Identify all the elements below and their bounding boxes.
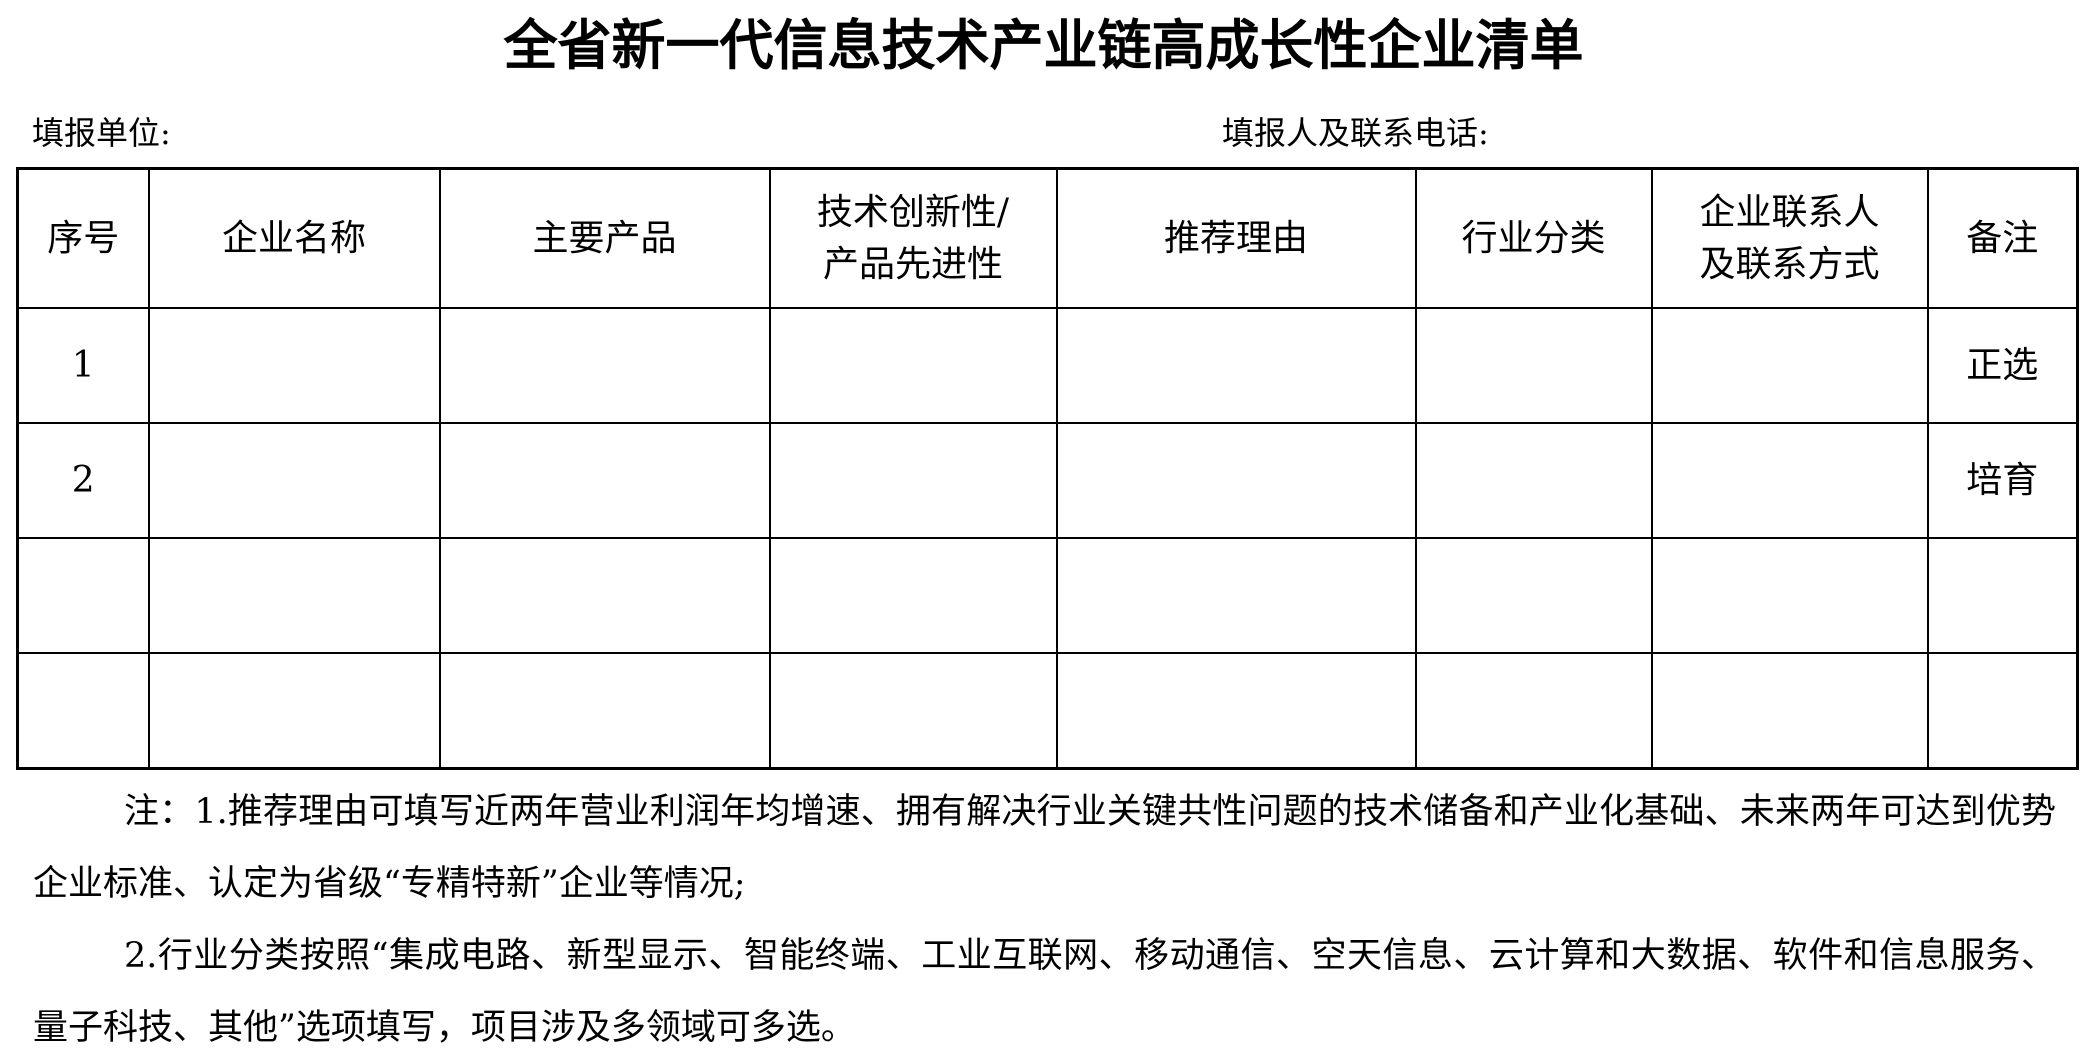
table-cell[interactable] (438, 307, 771, 424)
table-cell[interactable] (1414, 652, 1653, 770)
table-cell[interactable] (1650, 422, 1929, 539)
reporting-unit-label: 填报单位: (32, 114, 171, 152)
header-main-products: 主要产品 (438, 167, 771, 309)
table-cell[interactable]: 培育 (1926, 422, 2079, 539)
header-contact: 企业联系人及联系方式 (1650, 167, 1929, 309)
header-line: 及联系方式 (1699, 243, 1880, 285)
table-cell[interactable] (16, 652, 150, 770)
table-cell[interactable] (1650, 537, 1929, 654)
header-reason: 推荐理由 (1055, 167, 1417, 309)
table-cell[interactable]: 正选 (1926, 307, 2079, 424)
header-company-name: 企业名称 (147, 167, 441, 309)
header-remarks: 备注 (1926, 167, 2079, 309)
table-cell[interactable]: 2 (16, 422, 150, 539)
table-row (16, 537, 2079, 654)
table-row: 1 正选 (16, 307, 2079, 424)
note-2: 2.行业分类按照“集成电路、新型显示、智能终端、工业互联网、移动通信、空天信息、… (33, 936, 2056, 1048)
table-row: 2 培育 (16, 422, 2079, 539)
table-cell[interactable] (768, 422, 1058, 539)
table-cell[interactable] (1055, 422, 1417, 539)
table-cell[interactable] (147, 422, 441, 539)
table-cell[interactable] (768, 537, 1058, 654)
header-index: 序号 (16, 167, 150, 309)
table-cell[interactable] (438, 537, 771, 654)
header-line: 产品先进性 (822, 243, 1003, 285)
table-cell[interactable] (768, 652, 1058, 770)
document-title: 全省新一代信息技术产业链高成长性企业清单 (503, 13, 1584, 77)
table-cell[interactable] (16, 537, 150, 654)
table-cell[interactable] (147, 307, 441, 424)
table-cell[interactable] (1055, 307, 1417, 424)
note-1: 注：1.推荐理由可填写近两年营业利润年均增速、拥有解决行业关键共性问题的技术储备… (33, 792, 2056, 904)
header-row: 序号 企业名称 主要产品 技术创新性/产品先进性 推荐理由 行业分类 企业联系人… (16, 167, 2079, 309)
table-cell[interactable] (438, 422, 771, 539)
table-cell[interactable] (1414, 307, 1653, 424)
table-cell[interactable] (768, 307, 1058, 424)
table-cell[interactable] (1055, 537, 1417, 654)
table-cell[interactable] (1414, 422, 1653, 539)
table-cell[interactable] (147, 652, 441, 770)
enterprise-list-table: 序号 企业名称 主要产品 技术创新性/产品先进性 推荐理由 行业分类 企业联系人… (16, 167, 2079, 770)
table-cell[interactable] (1055, 652, 1417, 770)
table-cell[interactable] (1926, 652, 2079, 770)
table-row (16, 652, 2079, 770)
header-industry: 行业分类 (1414, 167, 1653, 309)
header-innovation: 技术创新性/产品先进性 (768, 167, 1058, 309)
table-cell[interactable] (438, 652, 771, 770)
table-cell[interactable] (1926, 537, 2079, 654)
table-cell[interactable] (147, 537, 441, 654)
notes: 注：1.推荐理由可填写近两年营业利润年均增速、拥有解决行业关键共性问题的技术储备… (33, 776, 2056, 1064)
table-cell[interactable]: 1 (16, 307, 150, 424)
reporter-contact-label: 填报人及联系电话: (1222, 114, 1489, 152)
table-cell[interactable] (1414, 537, 1653, 654)
header-line: 技术创新性/ (816, 191, 1010, 233)
table-cell[interactable] (1650, 652, 1929, 770)
table-cell[interactable] (1650, 307, 1929, 424)
header-line: 企业联系人 (1699, 191, 1880, 233)
